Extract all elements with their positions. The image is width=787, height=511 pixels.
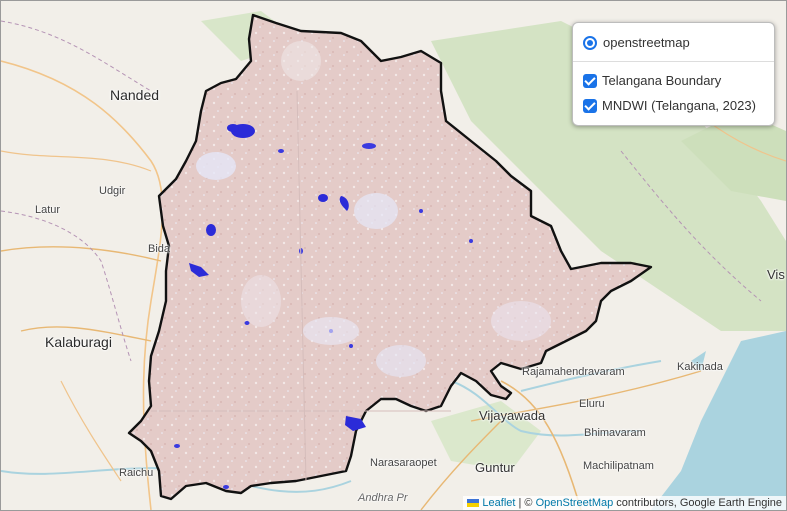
place-kakinada: Kakinada	[677, 361, 723, 373]
overlay-mndwi-checkbox[interactable]	[583, 98, 597, 113]
place-vis: Vis	[767, 267, 785, 282]
overlay-boundary-checkbox[interactable]	[583, 73, 597, 88]
place-guntur: Guntur	[475, 460, 515, 475]
openstreetmap-link[interactable]: OpenStreetMap	[535, 497, 614, 509]
base-layer-label: openstreetmap	[603, 35, 690, 50]
overlay-boundary-label: Telangana Boundary	[602, 73, 722, 88]
place-udgir: Udgir	[99, 185, 126, 197]
place-kalaburagi: Kalaburagi	[45, 334, 112, 350]
place-latur: Latur	[35, 204, 61, 216]
overlay-mndwi-label: MNDWI (Telangana, 2023)	[602, 98, 756, 113]
ukraine-flag-icon	[467, 499, 480, 507]
base-layer-openstreetmap[interactable]: openstreetmap	[583, 35, 690, 50]
place-eluru: Eluru	[579, 398, 605, 410]
overlay-telangana-boundary[interactable]: Telangana Boundary	[583, 73, 721, 88]
place-nanded: Nanded	[110, 87, 160, 103]
place-bida: Bida	[148, 243, 171, 255]
place-narasaraopet: Narasaraopet	[370, 457, 437, 469]
layers-control[interactable]: openstreetmap Telangana Boundary MNDWI (…	[572, 22, 775, 126]
overlay-mndwi[interactable]: MNDWI (Telangana, 2023)	[583, 98, 756, 113]
leaflet-link[interactable]: Leaflet	[482, 497, 516, 509]
place-bhimavaram: Bhimavaram	[584, 427, 646, 439]
place-raichu: Raichu	[119, 467, 154, 479]
place-rajamahendravaram: Rajamahendravaram	[522, 366, 625, 378]
place-vijayawada: Vijayawada	[479, 408, 546, 423]
place-machilipatnam: Machilipatnam	[583, 460, 654, 472]
layers-separator	[573, 61, 774, 62]
attribution-separator: | ©	[515, 497, 536, 509]
place-andhra-pradesh: Andhra Pr	[358, 492, 408, 504]
attribution-contributors: contributors, Google Earth Engine	[613, 497, 782, 509]
base-layer-radio[interactable]	[583, 35, 597, 50]
map-attribution: Leaflet | © OpenStreetMap contributors, …	[463, 496, 786, 510]
